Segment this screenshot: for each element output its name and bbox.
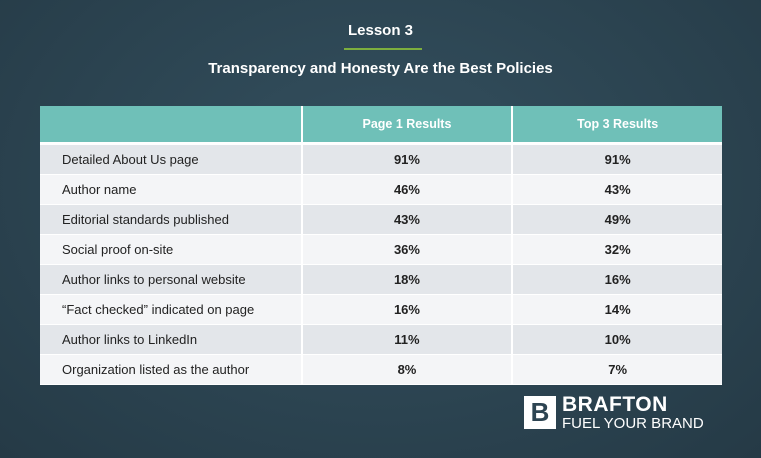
table-row: Editorial standards published 43% 49% — [40, 204, 722, 235]
row-label: Detailed About Us page — [40, 143, 303, 175]
column-header: Top 3 Results — [512, 106, 722, 145]
logo-mark: B — [524, 396, 556, 429]
table-row: “Fact checked” indicated on page 16% 14% — [40, 294, 722, 325]
page-title: Transparency and Honesty Are the Best Po… — [208, 60, 553, 77]
table-header: Page 1 Results Top 3 Results — [40, 106, 722, 145]
table-row: Author links to LinkedIn 11% 10% — [40, 324, 722, 355]
top3-value: 10% — [512, 324, 722, 355]
column-header: Page 1 Results — [301, 106, 514, 145]
top3-value: 16% — [512, 264, 722, 295]
table-row: Social proof on-site 36% 32% — [40, 234, 722, 265]
table-row: Organization listed as the author 8% 7% — [40, 354, 722, 385]
results-table: Page 1 Results Top 3 Results Detailed Ab… — [40, 106, 722, 385]
table-row: Detailed About Us page 91% 91% — [40, 143, 722, 175]
page1-value: 11% — [301, 324, 514, 355]
row-label: Author links to personal website — [40, 264, 303, 295]
top3-value: 43% — [512, 174, 722, 205]
top3-value: 91% — [512, 143, 722, 175]
page1-value: 36% — [301, 234, 514, 265]
top3-value: 49% — [512, 204, 722, 235]
top3-value: 7% — [512, 354, 722, 385]
logo-tagline: FUEL YOUR BRAND — [562, 415, 704, 432]
row-label: Author links to LinkedIn — [40, 324, 303, 355]
page1-value: 16% — [301, 294, 514, 325]
top3-value: 14% — [512, 294, 722, 325]
row-label: Author name — [40, 174, 303, 205]
row-label: “Fact checked” indicated on page — [40, 294, 303, 325]
row-label: Social proof on-site — [40, 234, 303, 265]
brafton-logo: B BRAFTON FUEL YOUR BRAND — [524, 394, 704, 431]
column-header — [40, 106, 303, 145]
page1-value: 18% — [301, 264, 514, 295]
page1-value: 91% — [301, 143, 514, 175]
top3-value: 32% — [512, 234, 722, 265]
table-row: Author name 46% 43% — [40, 174, 722, 205]
page1-value: 46% — [301, 174, 514, 205]
table-row: Author links to personal website 18% 16% — [40, 264, 722, 295]
divider — [344, 48, 422, 50]
page1-value: 8% — [301, 354, 514, 385]
row-label: Organization listed as the author — [40, 354, 303, 385]
logo-name: BRAFTON — [562, 393, 668, 416]
lesson-label: Lesson 3 — [347, 22, 414, 39]
page1-value: 43% — [301, 204, 514, 235]
row-label: Editorial standards published — [40, 204, 303, 235]
